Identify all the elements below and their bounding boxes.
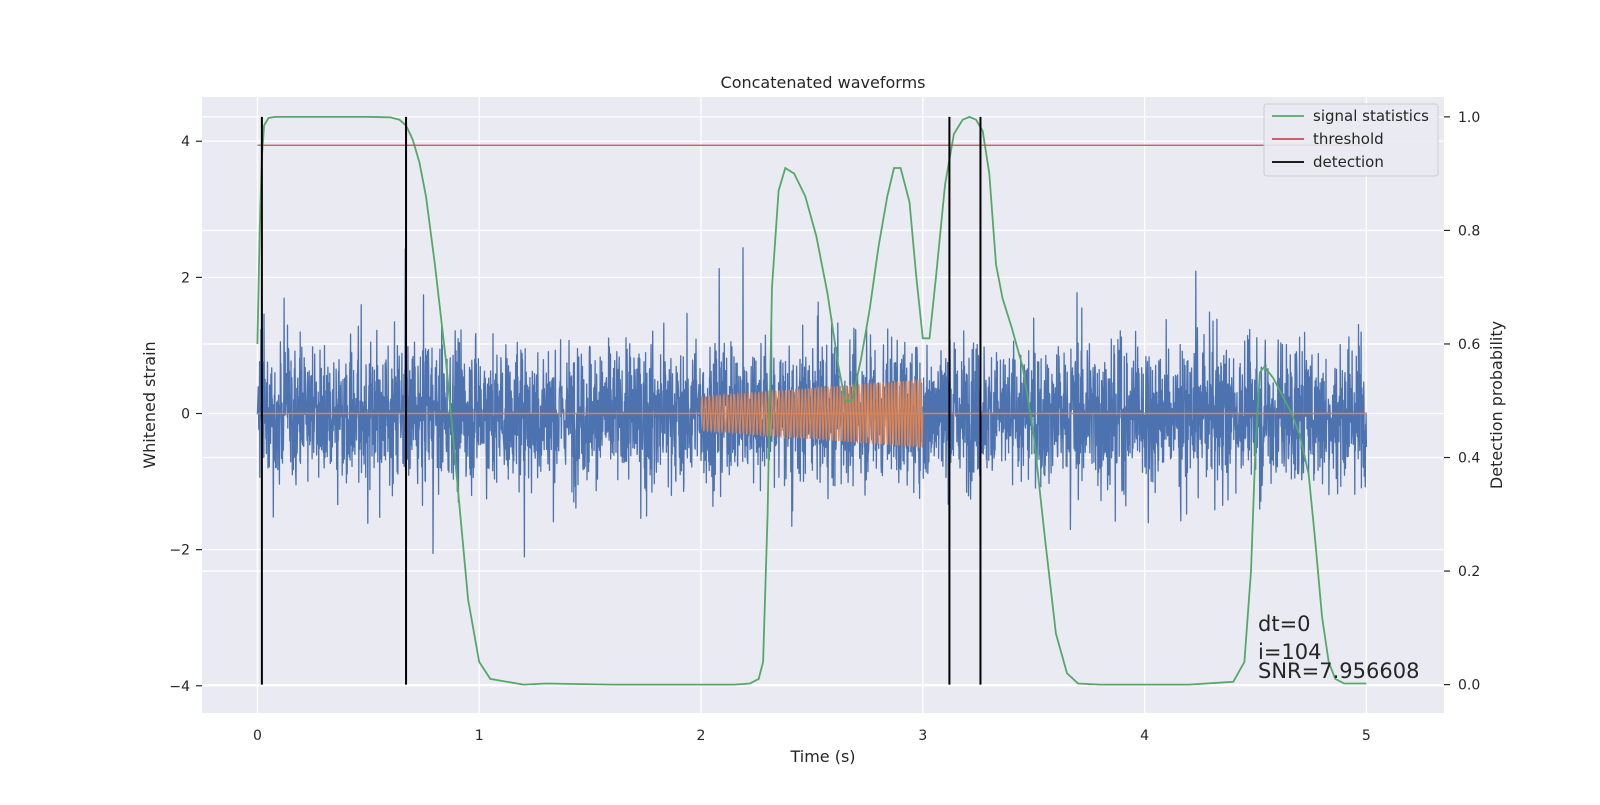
x-axis-label: Time (s): [789, 747, 855, 766]
y-right-tick-label-4: 0.8: [1458, 223, 1480, 239]
y-left-tick-label-3: 2: [181, 270, 190, 286]
data-layer: [256, 115, 1368, 686]
chart-title: Concatenated waveforms: [721, 73, 926, 92]
legend-label-threshold: threshold: [1313, 130, 1384, 148]
series-detection: [260, 116, 982, 685]
y-left-tick-label-1: −2: [169, 543, 190, 559]
annotation-snr: SNR=7.956608: [1258, 659, 1419, 683]
y-left-tick-label-4: 4: [181, 134, 190, 150]
annotation-dt: dt=0: [1258, 612, 1311, 636]
y-right-tick-label-2: 0.4: [1458, 451, 1480, 467]
y-right-tick-label-0: 0.0: [1458, 678, 1480, 694]
legend-box: [1263, 103, 1439, 177]
legend-label-detection: detection: [1313, 153, 1384, 171]
y-axis-right-ticks: 0.0 0.2 0.4 0.6 0.8 1.0: [1444, 110, 1480, 694]
legend: signal statistics threshold detection: [1263, 103, 1439, 177]
x-axis-ticks: 0 1 2 3 4 5: [253, 728, 1371, 744]
series-whitened-strain: [256, 247, 1368, 558]
x-tick-label-1: 1: [475, 728, 484, 744]
y-left-tick-label-2: 0: [181, 407, 190, 423]
x-tick-label-2: 2: [697, 728, 706, 744]
y-right-tick-label-5: 1.0: [1458, 110, 1480, 126]
y-axis-right-label: Detection probability: [1487, 321, 1506, 489]
y-axis-left-ticks: −4 −2 0 2 4: [169, 134, 202, 695]
y-left-tick-label-0: −4: [169, 679, 190, 695]
x-tick-label-5: 5: [1362, 728, 1371, 744]
y-right-tick-label-1: 0.2: [1458, 564, 1480, 580]
series-signal-statistics: [256, 115, 1367, 686]
x-tick-label-3: 3: [918, 728, 927, 744]
y-right-tick-label-3: 0.6: [1458, 337, 1480, 353]
series-injected-waveform: [700, 378, 924, 449]
annotation-block: dt=0 i=104 SNR=7.956608: [1258, 612, 1419, 683]
legend-label-signal-statistics: signal statistics: [1313, 107, 1429, 125]
y-axis-left-label: Whitened strain: [140, 341, 159, 468]
x-tick-label-4: 4: [1140, 728, 1149, 744]
annotation-index: i=104: [1258, 640, 1322, 664]
x-tick-label-0: 0: [253, 728, 262, 744]
